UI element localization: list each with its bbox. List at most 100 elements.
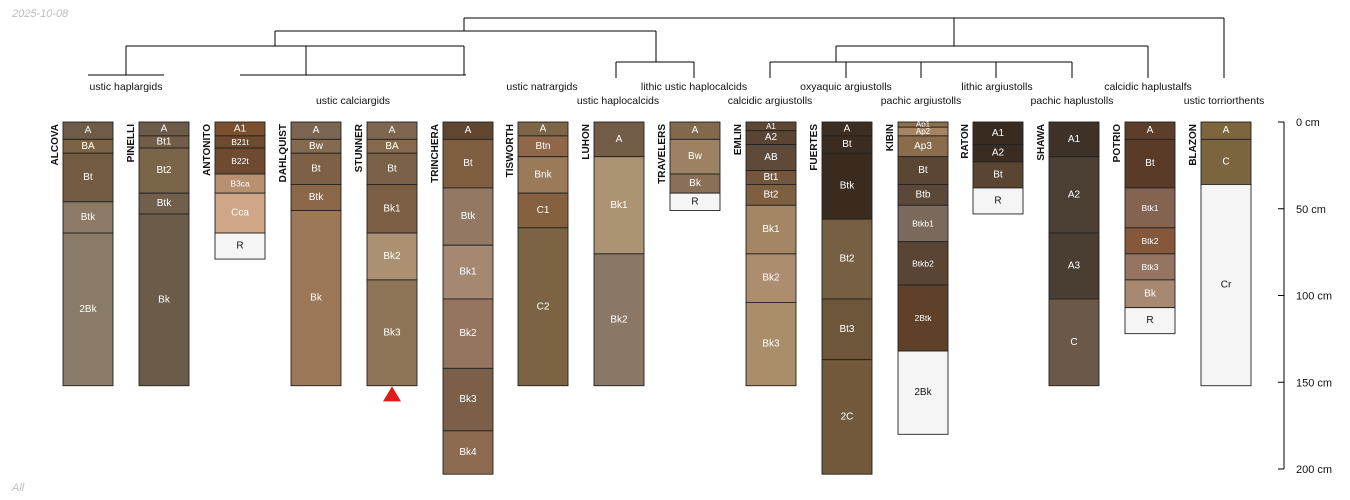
horizon xyxy=(442,138,494,189)
horizon-label: A3 xyxy=(1068,261,1081,272)
horizon-label: A1 xyxy=(1068,134,1081,145)
soil-profile: TRAVELERS A Bw Bk R xyxy=(657,121,721,211)
horizon-label: A xyxy=(1147,125,1154,136)
soil-profile: TISWORTH A Btn Bnk C1 C2 xyxy=(505,121,569,387)
horizon xyxy=(821,359,873,475)
depth-axis xyxy=(1278,121,1285,470)
horizon-label: Bt xyxy=(387,163,397,174)
horizon xyxy=(1124,279,1176,309)
horizon xyxy=(745,144,797,172)
horizon xyxy=(290,210,342,387)
horizon-label: Bnk xyxy=(534,169,552,180)
horizon xyxy=(366,279,418,387)
depth-tick-label: 0 cm xyxy=(1296,117,1320,129)
soil-profile: RATON A1 A2 Bt R xyxy=(960,121,1024,215)
soil-profile: SHAWA A1 A2 A3 C xyxy=(1036,121,1100,387)
horizon-label: Btk2 xyxy=(1141,236,1158,246)
horizon-label: Bt xyxy=(993,169,1003,180)
horizon-label: R xyxy=(691,196,698,207)
horizon xyxy=(821,152,873,220)
horizon-label: A xyxy=(692,125,699,136)
horizon-label: Btk xyxy=(461,211,476,222)
soil-profile: DAHLQUIST A Bw Bt Btk Bk xyxy=(278,121,342,387)
horizon-label: A xyxy=(85,125,92,136)
horizon-label: Bk2 xyxy=(610,314,628,325)
horizon-label: Ap2 xyxy=(916,127,931,136)
horizon xyxy=(1048,298,1100,387)
horizon xyxy=(897,156,949,185)
horizon-label: A xyxy=(389,125,396,136)
horizon-label: Bt xyxy=(842,139,852,150)
soil-profile: LUHON A Bk1 Bk2 xyxy=(581,121,645,387)
soil-profile: TRINCHERA A Bt Btk Bk1 Bk2 Bk3 Bk4 xyxy=(430,121,494,475)
horizon-label: Bt2 xyxy=(839,254,854,265)
horizon xyxy=(1124,307,1176,335)
profile-name: EMLIN xyxy=(733,124,744,155)
horizon xyxy=(517,156,569,194)
horizon-label: Bw xyxy=(309,141,324,152)
horizon xyxy=(62,201,114,234)
horizon-label: Bk2 xyxy=(459,328,477,339)
horizon-label: 2Bk xyxy=(79,304,97,315)
horizon-label: Bt1 xyxy=(763,172,778,183)
horizon-label: R xyxy=(236,241,243,252)
soil-profile: ANTONITO A1 B21t B22t B3ca Cca R xyxy=(202,121,266,260)
taxonomy-label: calcidic haplustalfs xyxy=(1104,81,1192,93)
profile-name: TRINCHERA xyxy=(430,124,441,183)
horizon xyxy=(745,204,797,255)
horizon-label: Bk2 xyxy=(383,251,401,262)
horizon-label: 2Btk xyxy=(914,313,932,323)
horizon-label: Btk1 xyxy=(1141,203,1158,213)
horizon-label: Ap1 xyxy=(916,120,931,129)
horizon-label: Btn xyxy=(535,141,550,152)
horizon-label: A2 xyxy=(992,148,1005,159)
horizon xyxy=(1200,184,1252,387)
horizon xyxy=(442,367,494,432)
taxonomy-label: ustic haplocalcids xyxy=(577,95,659,107)
horizon-label: 2C xyxy=(841,411,854,422)
horizon xyxy=(214,192,266,234)
horizon xyxy=(897,284,949,352)
horizon xyxy=(1124,253,1176,281)
taxonomy-label: pachic argiustolls xyxy=(881,95,962,107)
taxonomy-label: calcidic argiustolls xyxy=(728,95,813,107)
taxonomy-label: lithic ustic haplocalcids xyxy=(641,81,747,93)
horizon-label: AB xyxy=(764,152,778,163)
horizon-label: Btk xyxy=(840,181,855,192)
horizon-label: Bw xyxy=(688,151,703,162)
horizon xyxy=(669,192,721,211)
horizon-label: R xyxy=(1146,315,1153,326)
horizon xyxy=(1048,121,1100,158)
horizon xyxy=(517,227,569,387)
horizon-label: Bk1 xyxy=(610,200,628,211)
horizon-label: Btkb1 xyxy=(912,218,934,228)
horizon-label: Bk3 xyxy=(459,394,477,405)
taxonomy-label: pachic haplustolls xyxy=(1031,95,1114,107)
horizon xyxy=(897,350,949,435)
horizon-label: Bk3 xyxy=(383,327,401,338)
profile-name: LUHON xyxy=(581,124,592,160)
horizon xyxy=(593,156,645,255)
horizon-label: C xyxy=(1222,156,1229,167)
profile-name: DAHLQUIST xyxy=(278,124,289,182)
horizon-label: Btkb2 xyxy=(912,258,934,268)
horizon xyxy=(62,152,114,203)
horizon xyxy=(517,192,569,229)
soil-profile: ALCOVA A BA Bt Btk 2Bk xyxy=(50,121,114,387)
horizon-label: Bt xyxy=(311,163,321,174)
horizon-label: Bt xyxy=(463,158,473,169)
profile-name: BLAZON xyxy=(1188,124,1199,166)
footer-label: All xyxy=(12,482,25,494)
taxonomy-label: ustic calciargids xyxy=(316,95,390,107)
horizon-label: Bk1 xyxy=(459,267,477,278)
horizon-label: BA xyxy=(81,141,95,152)
horizon xyxy=(593,121,645,158)
horizon-label: Bk2 xyxy=(762,273,780,284)
horizon-label: Bk1 xyxy=(383,203,401,214)
horizon xyxy=(897,241,949,286)
horizon-label: Bk4 xyxy=(459,447,477,458)
horizon xyxy=(1124,187,1176,229)
horizon xyxy=(62,232,114,387)
